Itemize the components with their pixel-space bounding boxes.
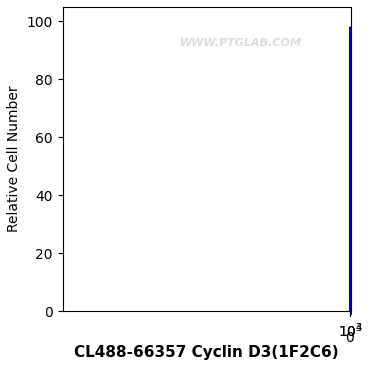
Y-axis label: Relative Cell Number: Relative Cell Number (7, 86, 21, 232)
Point (347, 311, 353, 317)
Point (347, 311, 353, 317)
Point (347, 311, 353, 317)
Point (347, 311, 353, 317)
Point (347, 311, 353, 317)
Point (347, 311, 353, 317)
Text: WWW.PTGLAB.COM: WWW.PTGLAB.COM (180, 39, 302, 48)
Text: 0: 0 (346, 331, 354, 345)
Point (347, 311, 353, 317)
Point (347, 311, 353, 317)
Point (347, 311, 353, 317)
Point (347, 311, 353, 317)
Point (347, 311, 353, 317)
X-axis label: CL488-66357 Cyclin D3(1F2C6): CL488-66357 Cyclin D3(1F2C6) (74, 345, 339, 360)
Point (347, 311, 353, 317)
Point (347, 311, 353, 317)
Point (347, 311, 353, 317)
Point (347, 311, 353, 317)
